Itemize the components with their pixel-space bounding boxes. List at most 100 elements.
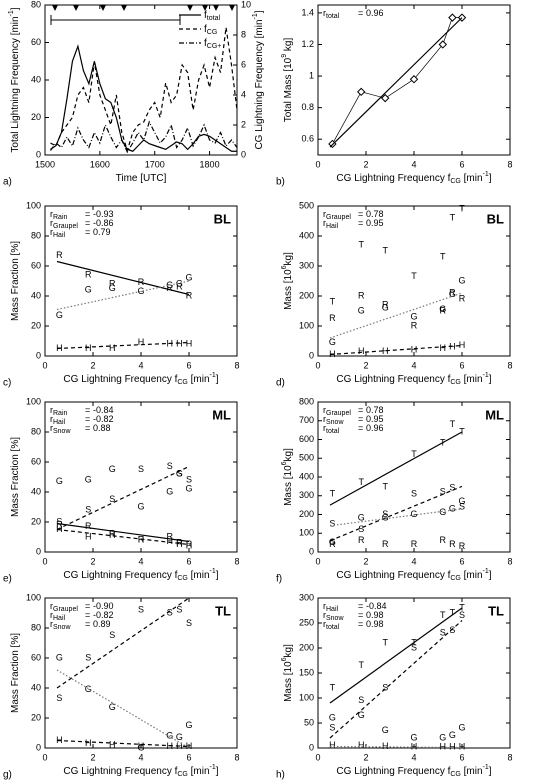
plot-frame bbox=[44, 597, 238, 749]
letter-marker: S bbox=[440, 486, 446, 496]
x-axis-label-part: -1 bbox=[483, 764, 489, 771]
letter-marker: T bbox=[450, 607, 456, 617]
letter-marker: G bbox=[137, 501, 144, 511]
y-tick-label: 250 bbox=[299, 617, 314, 627]
x-axis-label-part: CG Lightning Frequency f bbox=[63, 570, 177, 581]
x-tick-label: 0 bbox=[315, 556, 320, 566]
stat-sub: Snow bbox=[326, 419, 344, 426]
fit-line bbox=[329, 745, 463, 749]
x-axis-label-part: -1 bbox=[483, 568, 489, 575]
letter-marker: R bbox=[358, 290, 365, 300]
stat-symbol: r bbox=[323, 8, 326, 18]
x-axis-label-part: -1 bbox=[483, 372, 489, 379]
letter-marker: T bbox=[440, 251, 446, 261]
letter-marker: G bbox=[56, 310, 63, 320]
x-axis-label-part: ] bbox=[489, 173, 492, 184]
stat-sub: Hail bbox=[53, 615, 66, 622]
x-axis-label-part: [min bbox=[461, 570, 483, 581]
letter-marker: T bbox=[459, 203, 465, 213]
x-axis-label-part: [min bbox=[461, 374, 483, 385]
letter-marker: G bbox=[358, 513, 365, 523]
letter-marker: S bbox=[411, 488, 417, 498]
stat-symbol: r bbox=[323, 610, 326, 620]
letter-marker: T bbox=[330, 682, 336, 692]
letter-marker: T bbox=[382, 245, 388, 255]
stat-eq: = bbox=[85, 610, 90, 620]
letter-marker: H bbox=[138, 337, 145, 347]
letter-marker: S bbox=[358, 524, 364, 534]
y-tick-label: 500 bbox=[299, 200, 314, 210]
panel-label: b) bbox=[276, 177, 285, 188]
letter-marker: H bbox=[85, 343, 92, 353]
letter-marker: G bbox=[439, 507, 446, 517]
letter-marker: T bbox=[450, 419, 456, 429]
y-axis-label-part: kg] bbox=[283, 644, 294, 658]
stat-line: rRain = -0.93 bbox=[50, 209, 114, 220]
y-axis-label-part: 6 bbox=[281, 265, 288, 269]
x-tick-label: 1800 bbox=[200, 159, 220, 169]
x-axis-label-part: CG bbox=[450, 379, 461, 386]
y-tick-label: 100 bbox=[26, 396, 41, 406]
letter-marker: S bbox=[56, 693, 62, 703]
y2-tick-label: 6 bbox=[241, 59, 246, 69]
stat-symbol: r bbox=[50, 601, 53, 611]
letter-marker: G bbox=[410, 732, 417, 742]
y-axis-label-part: Mass Fraction [%] bbox=[10, 633, 21, 713]
stat-value: 0.78 bbox=[366, 405, 384, 415]
letter-marker: R bbox=[449, 287, 456, 297]
panel-label: g) bbox=[3, 770, 12, 781]
letter-marker: S bbox=[382, 509, 388, 519]
letter-marker: H bbox=[411, 741, 418, 751]
letter-marker: S bbox=[329, 518, 335, 528]
stat-eq: = bbox=[358, 8, 363, 18]
stat-sub: Graupel bbox=[53, 223, 78, 230]
letter-marker: G bbox=[439, 732, 446, 742]
y-tick-label: 60 bbox=[31, 260, 41, 270]
x-tick-label: 4 bbox=[411, 752, 416, 762]
y2-axis-label-part: -1 bbox=[252, 13, 259, 19]
x-axis-label: CG Lightning Frequency fCG [min-1] bbox=[63, 372, 218, 386]
y-tick-label: 500 bbox=[299, 453, 314, 463]
letter-marker: S bbox=[382, 682, 388, 692]
stat-sub: Hail bbox=[53, 232, 66, 239]
stat-line: rSnow = 0.98 bbox=[323, 610, 384, 621]
letter-marker: H bbox=[459, 741, 466, 751]
x-tick-label: 2 bbox=[90, 360, 95, 370]
letter-marker: S bbox=[186, 474, 192, 484]
letter-marker: H bbox=[109, 739, 116, 749]
stat-line: rGraupel = 0.78 bbox=[323, 405, 384, 416]
y-axis-label: Mass Fraction [%] bbox=[10, 241, 21, 321]
letter-marker: G bbox=[382, 302, 389, 312]
x-axis-label-part: ] bbox=[216, 570, 219, 581]
letter-marker: R bbox=[459, 541, 466, 551]
stat-symbol: r bbox=[50, 610, 53, 620]
fit-line bbox=[56, 341, 190, 350]
letter-marker: H bbox=[358, 346, 365, 356]
y-tick-label: 150 bbox=[299, 667, 314, 677]
stat-line: rSnow = 0.88 bbox=[50, 423, 111, 434]
stat-value: 0.95 bbox=[366, 218, 384, 228]
x-axis-label-part: CG Lightning Frequency f bbox=[63, 374, 177, 385]
letter-marker: G bbox=[439, 304, 446, 314]
letter-marker: T bbox=[330, 296, 336, 306]
letter-marker: R bbox=[138, 277, 145, 287]
y-tick-label: 300 bbox=[299, 592, 314, 602]
stat-line: rtotal = 0.98 bbox=[323, 619, 384, 630]
x-tick-label: 8 bbox=[507, 752, 512, 762]
event-markers bbox=[52, 5, 235, 11]
letter-marker: G bbox=[166, 280, 173, 290]
diamond-marker bbox=[438, 40, 448, 49]
stat-line: rSnow = 0.89 bbox=[50, 619, 111, 630]
letter-marker: H bbox=[138, 741, 145, 751]
fit-line bbox=[56, 669, 190, 749]
y-tick-label: 1.2 bbox=[301, 39, 314, 49]
stat-value: 0.96 bbox=[366, 423, 384, 433]
x-axis-label-part: CG bbox=[450, 575, 461, 582]
letter-marker: S bbox=[449, 625, 455, 635]
stat-eq: = bbox=[85, 227, 90, 237]
stat-value: -0.90 bbox=[93, 601, 114, 611]
letter-marker: G bbox=[185, 720, 192, 730]
event-triangle bbox=[202, 5, 208, 11]
corner-label: ML bbox=[485, 407, 504, 422]
